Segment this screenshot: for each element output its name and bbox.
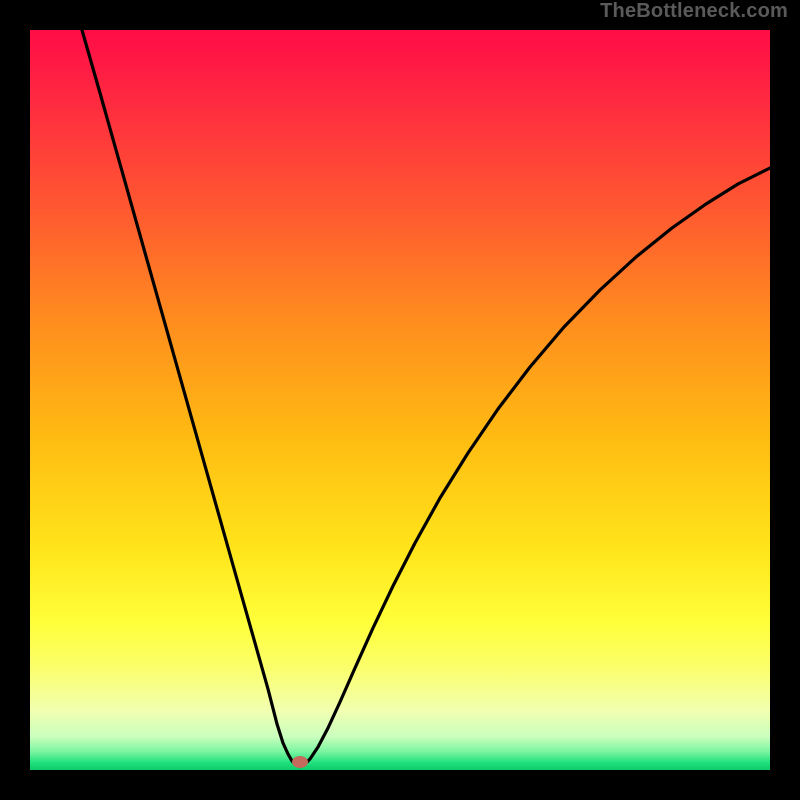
watermark-text: TheBottleneck.com — [600, 0, 788, 23]
bottleneck-curve-path — [82, 30, 770, 767]
chart-root: TheBottleneck.com — [0, 0, 800, 800]
bottleneck-curve — [30, 30, 770, 770]
optimal-point-marker — [292, 756, 308, 768]
plot-area — [30, 30, 770, 770]
